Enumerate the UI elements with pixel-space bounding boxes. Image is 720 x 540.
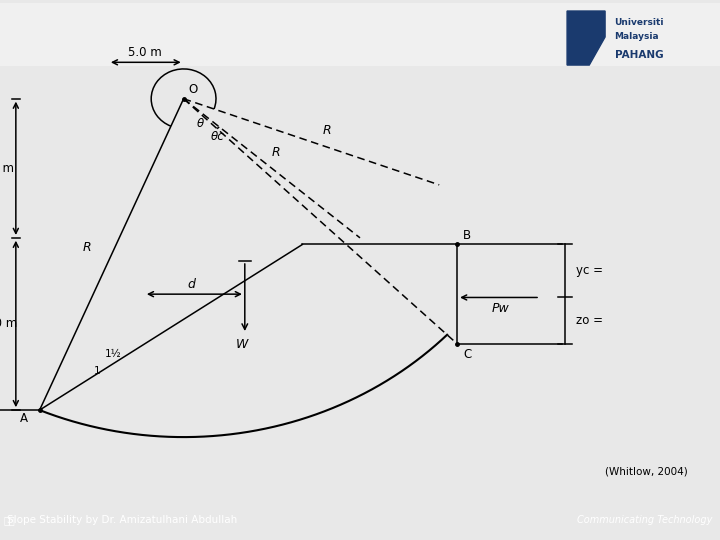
Text: R: R [323,124,330,137]
Polygon shape [567,11,605,65]
Text: Universiti: Universiti [615,18,664,28]
Text: Communicating Technology: Communicating Technology [577,515,713,525]
Text: PAHANG: PAHANG [615,50,663,59]
Text: 1: 1 [94,366,100,376]
Bar [0,3,720,66]
Text: Pw: Pw [492,302,509,315]
Text: (Whitlow, 2004): (Whitlow, 2004) [605,467,688,476]
Text: d: d [187,278,195,291]
Text: θc: θc [211,130,225,143]
Text: Ⓐⓒ: Ⓐⓒ [4,515,15,525]
Text: zo =: zo = [576,314,603,327]
Text: Slope Stability by Dr. Amizatulhani Abdullah: Slope Stability by Dr. Amizatulhani Abdu… [7,515,238,525]
Text: Malaysia: Malaysia [615,32,660,42]
Text: A: A [19,412,27,425]
Text: 1½: 1½ [104,349,121,359]
Text: yc =: yc = [576,265,603,278]
Text: 5.0 m: 5.0 m [128,46,161,59]
Text: C: C [463,348,471,361]
Text: B: B [463,229,471,242]
Text: 6.7 m: 6.7 m [0,162,14,175]
Text: W: W [236,339,248,352]
Text: O: O [188,84,197,97]
Text: θ: θ [197,117,204,130]
Text: R: R [83,241,91,254]
Text: 10.0 m: 10.0 m [0,318,17,330]
Text: R: R [272,146,280,159]
